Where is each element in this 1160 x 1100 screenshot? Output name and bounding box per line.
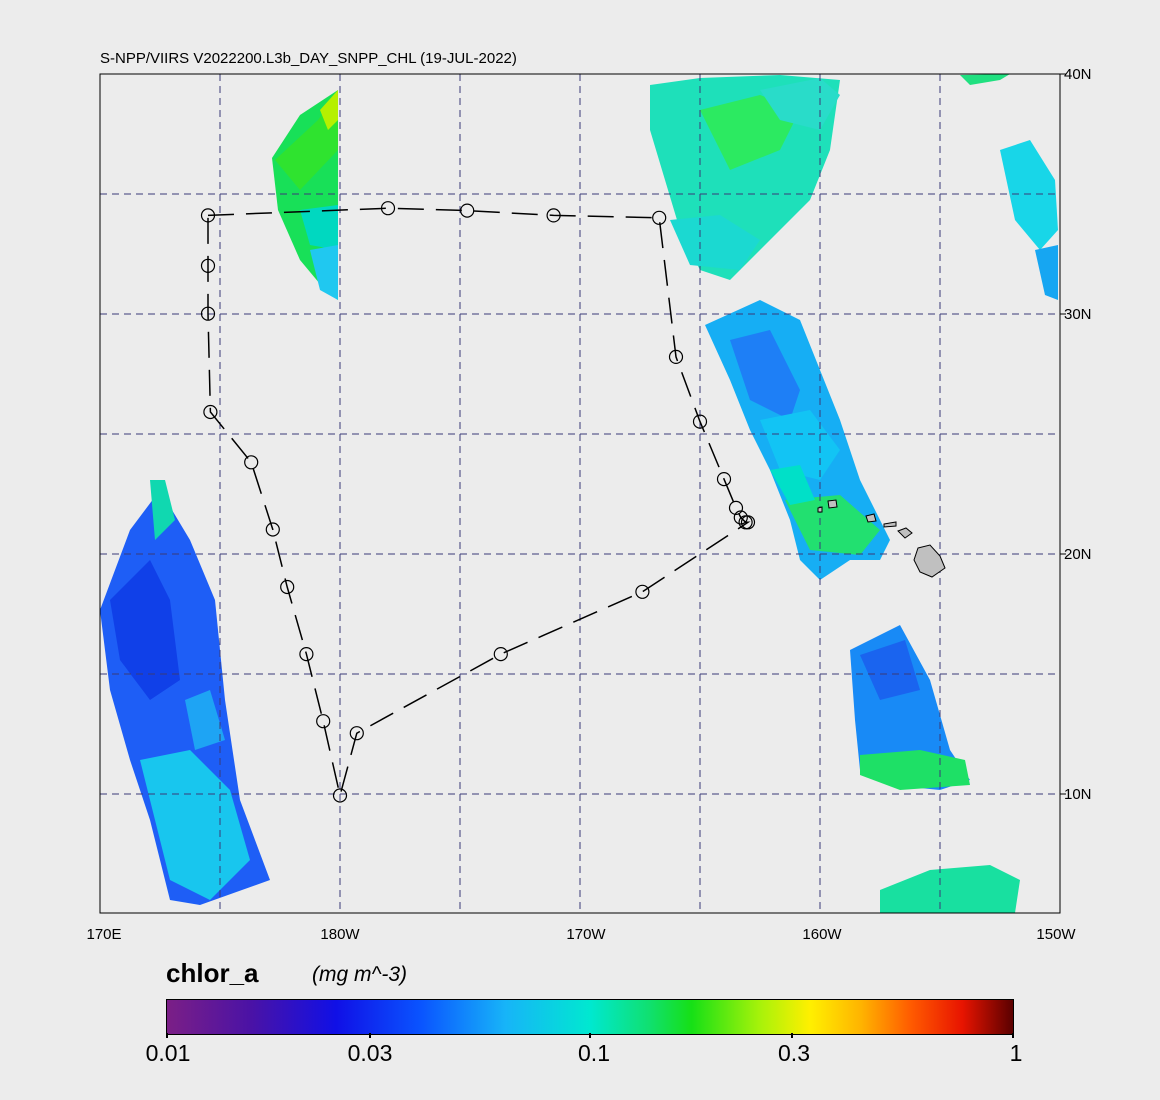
station-marker <box>332 788 348 803</box>
lat-label-20n: 20N <box>1064 546 1092 563</box>
lat-label-30n: 30N <box>1064 306 1092 323</box>
colorbar-variable-name: chlor_a <box>166 958 259 988</box>
station-marker <box>546 208 561 223</box>
colorbar-label-0.03: 0.03 <box>347 1040 393 1066</box>
lat-label-10n: 10N <box>1064 786 1092 803</box>
station-marker <box>203 404 218 420</box>
island-oahu <box>865 513 877 523</box>
map-title: S-NPP/VIIRS V2022200.L3b_DAY_SNPP_CHL (1… <box>100 50 517 67</box>
colorbar-label-1: 1 <box>1009 1040 1023 1066</box>
island-niihau <box>817 506 823 513</box>
lat-grid-lines <box>100 193 1060 795</box>
chlorophyll-swath-north-west <box>272 90 338 300</box>
colorbar-tick <box>369 1033 371 1038</box>
colorbar-tick <box>589 1033 591 1038</box>
station-marker <box>349 726 364 741</box>
colorbar-label-0.3: 0.3 <box>778 1040 810 1066</box>
colorbar-tick <box>1012 1033 1014 1038</box>
station-marker <box>733 510 748 525</box>
island-hawaii <box>913 544 946 578</box>
station-marker <box>728 500 744 515</box>
station-marker <box>244 455 259 470</box>
station-marker <box>200 306 216 321</box>
island-molokai <box>883 521 897 528</box>
chlorophyll-swath-west <box>100 480 270 905</box>
map-frame <box>99 73 1061 914</box>
lon-label-170w: 170W <box>566 926 606 943</box>
station-marker <box>265 522 280 537</box>
station-marker <box>460 203 475 218</box>
colorbar <box>166 999 1014 1035</box>
lon-label-170e: 170E <box>86 926 122 943</box>
lon-grid-lines <box>219 74 941 913</box>
lat-label-40n: 40N <box>1064 66 1092 83</box>
cruise-stations <box>200 201 756 803</box>
chlorophyll-swath-far-east <box>960 74 1058 300</box>
station-marker <box>200 258 216 273</box>
station-marker <box>380 201 396 216</box>
lon-label-180w: 180W <box>320 926 360 943</box>
hawaiian-islands <box>817 499 946 578</box>
colorbar-tick <box>791 1033 793 1038</box>
colorbar-label-0.01: 0.01 <box>145 1040 191 1066</box>
station-marker <box>280 579 295 595</box>
island-maui <box>897 527 913 539</box>
island-kauai <box>827 499 838 509</box>
station-marker <box>652 210 667 225</box>
station-marker <box>200 208 216 223</box>
chlorophyll-swath-central-north <box>650 75 840 280</box>
lon-label-150w: 150W <box>1036 926 1076 943</box>
colorbar-units: (mg m^-3) <box>312 963 408 986</box>
station-marker <box>740 515 756 530</box>
station-marker <box>692 414 708 429</box>
colorbar-tick <box>166 1033 168 1038</box>
station-marker <box>299 646 314 662</box>
colorbar-label-0.1: 0.1 <box>578 1040 610 1066</box>
station-marker <box>716 472 732 487</box>
station-marker <box>316 714 331 729</box>
lon-label-160w: 160W <box>802 926 842 943</box>
station-marker <box>668 349 684 364</box>
station-marker <box>493 646 508 662</box>
station-marker <box>635 584 650 599</box>
